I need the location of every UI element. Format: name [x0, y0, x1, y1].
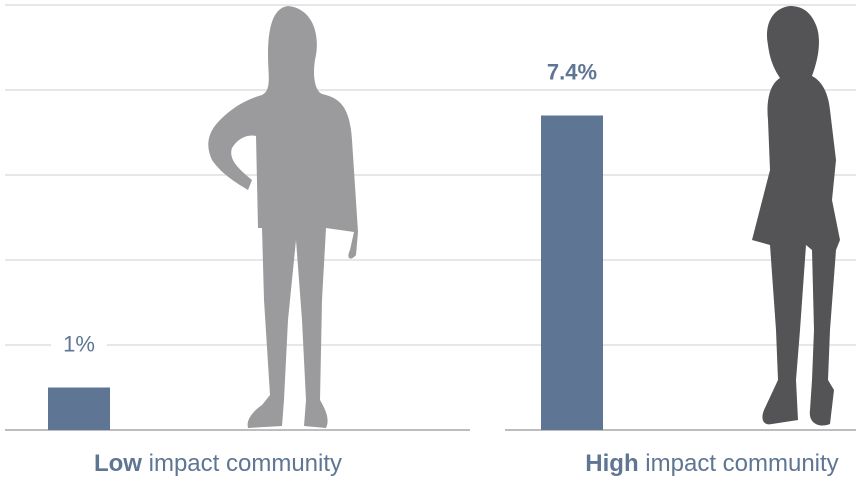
value-label: 7.4% — [547, 59, 597, 84]
category-label: High impact community — [585, 450, 838, 477]
label-background — [51, 329, 107, 359]
grid — [5, 4, 856, 431]
label-background — [534, 57, 610, 87]
silhouette-woman-low — [208, 6, 358, 428]
bar — [48, 387, 110, 430]
value-label: 1% — [63, 331, 95, 356]
category-label: Low impact community — [94, 450, 342, 477]
silhouette-woman-high — [752, 6, 840, 426]
bar — [541, 115, 603, 430]
